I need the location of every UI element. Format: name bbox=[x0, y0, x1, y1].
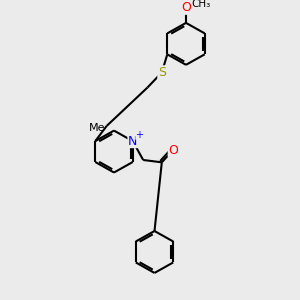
Text: CH₃: CH₃ bbox=[191, 0, 211, 9]
Text: S: S bbox=[158, 66, 166, 79]
Text: N: N bbox=[128, 135, 137, 148]
Text: O: O bbox=[181, 1, 191, 14]
Text: Me: Me bbox=[88, 123, 105, 133]
Text: +: + bbox=[135, 130, 143, 140]
Text: O: O bbox=[168, 144, 178, 157]
